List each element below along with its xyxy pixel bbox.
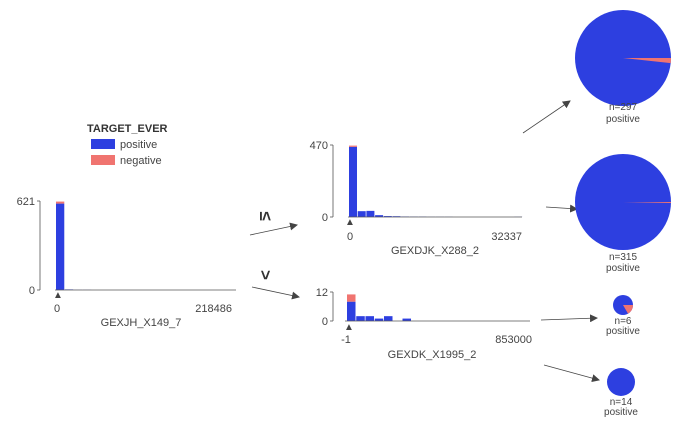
edge-root-to-right bbox=[251, 286, 300, 300]
root-bar-positive-0 bbox=[56, 203, 65, 290]
root-threshold-marker: ▲ bbox=[53, 290, 63, 301]
edge-root-to-left bbox=[249, 222, 298, 236]
split-le-symbol: ≤ bbox=[256, 211, 275, 220]
legend-swatch-negative bbox=[91, 155, 115, 165]
right-bar-positive-6 bbox=[402, 318, 412, 321]
leaf-2: n=315 positive bbox=[575, 154, 671, 274]
leaf-4-slice-positive bbox=[607, 368, 635, 396]
left-y-max-label: 470 bbox=[310, 140, 328, 152]
root-bar-negative-0 bbox=[56, 201, 65, 204]
left-bar-positive-1 bbox=[357, 211, 366, 217]
left-bar-positive-0 bbox=[349, 146, 358, 217]
right-bar-positive-0 bbox=[347, 301, 356, 321]
leaf-4: n=14 positive bbox=[604, 368, 638, 418]
right-bar-positive-1 bbox=[356, 316, 365, 321]
edge-left-to-leaf-2 bbox=[545, 204, 578, 213]
right-y-min-label: 0 bbox=[322, 316, 328, 328]
right-threshold-marker: ▲ bbox=[344, 322, 354, 333]
left-y-min-label: 0 bbox=[322, 212, 328, 224]
edge-left-to-leaf-1 bbox=[522, 100, 571, 134]
leaf-3: n=6 positive bbox=[606, 295, 640, 337]
left-bar-positive-4 bbox=[383, 216, 392, 217]
leaf-2-class-label: positive bbox=[606, 263, 640, 274]
right-bar-negative-0 bbox=[347, 294, 356, 302]
leaf-4-n-label: n=14 bbox=[610, 397, 633, 408]
legend-title: TARGET_EVER bbox=[87, 123, 168, 135]
right-x-min-label: -1 bbox=[341, 334, 351, 346]
left-node: 470 0 ▲ 0 32337 GEXDJK_X288_2 bbox=[310, 140, 523, 257]
left-x-min-label: 0 bbox=[347, 231, 353, 243]
right-feature-label: GEXDK_X1995_2 bbox=[388, 349, 477, 361]
root-histogram bbox=[56, 201, 92, 290]
left-bar-positive-2 bbox=[366, 210, 375, 217]
left-bar-negative-0 bbox=[349, 145, 358, 147]
leaf-1-slice-negative bbox=[623, 58, 671, 64]
legend-label-negative: negative bbox=[120, 155, 162, 167]
leaf-1-n-label: n=297 bbox=[609, 102, 638, 113]
leaf-3-n-label: n=6 bbox=[615, 316, 632, 327]
right-x-max-label: 853000 bbox=[495, 334, 532, 346]
root-x-min-label: 0 bbox=[54, 303, 60, 315]
right-bar-positive-3 bbox=[374, 318, 384, 321]
right-histogram bbox=[347, 294, 412, 321]
left-bar-positive-3 bbox=[375, 215, 384, 217]
legend-swatch-positive bbox=[91, 139, 115, 149]
split-gt-symbol: > bbox=[256, 270, 275, 280]
leaf-4-class-label: positive bbox=[604, 407, 638, 418]
edge-right-to-leaf-4 bbox=[543, 364, 600, 383]
legend-label-positive: positive bbox=[120, 139, 157, 151]
root-y-max-label: 621 bbox=[17, 196, 35, 208]
root-y-min-label: 0 bbox=[29, 285, 35, 297]
right-bar-positive-4 bbox=[384, 316, 393, 321]
left-x-max-label: 32337 bbox=[491, 231, 522, 243]
right-bar-positive-2 bbox=[365, 316, 375, 321]
root-x-max-label: 218486 bbox=[195, 303, 232, 315]
leaf-2-n-label: n=315 bbox=[609, 252, 638, 263]
right-y-max-label: 12 bbox=[316, 287, 328, 299]
root-node: 621 0 ▲ 0 218486 GEXJH_X149_7 bbox=[17, 196, 236, 329]
leaf-1-class-label: positive bbox=[606, 114, 640, 125]
leaf-2-slice-negative bbox=[623, 202, 671, 203]
right-node: 12 0 ▲ -1 853000 GEXDK_X1995_2 bbox=[316, 287, 532, 361]
leaf-3-class-label: positive bbox=[606, 326, 640, 337]
left-feature-label: GEXDJK_X288_2 bbox=[391, 245, 479, 257]
legend: TARGET_EVER positive negative bbox=[87, 123, 168, 167]
leaf-1: n=297 positive bbox=[575, 10, 671, 125]
left-histogram bbox=[349, 145, 523, 217]
left-threshold-marker: ▲ bbox=[345, 217, 355, 228]
root-feature-label: GEXJH_X149_7 bbox=[101, 317, 182, 329]
leaf-3-slice-negative bbox=[623, 305, 633, 314]
edge-right-to-leaf-3 bbox=[540, 314, 598, 323]
